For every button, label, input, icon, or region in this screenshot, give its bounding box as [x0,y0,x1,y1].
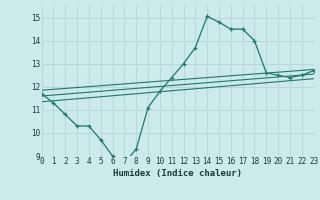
X-axis label: Humidex (Indice chaleur): Humidex (Indice chaleur) [113,169,242,178]
